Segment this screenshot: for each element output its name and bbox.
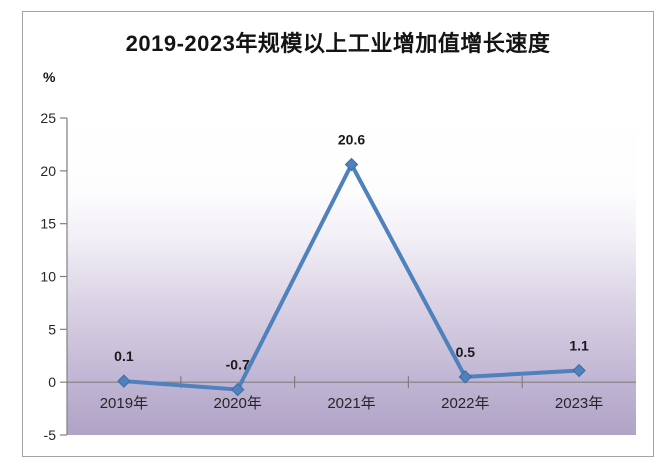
y-axis-unit-label: % — [43, 69, 56, 85]
data-point-label: 0.1 — [114, 348, 134, 364]
y-axis-tick-label: 10 — [40, 269, 56, 285]
y-axis-tick-label: 20 — [40, 163, 56, 179]
chart-frame: 2019-2023年规模以上工业增加值增长速度 % 25 20 15 10 5 0 -5 20… — [22, 11, 654, 457]
x-axis-category-label: 2023年 — [555, 395, 603, 412]
line-chart-plot: 25 20 15 10 5 0 -5 2019年 2020年 2021年 2022年 2023年 0.1… — [40, 110, 636, 443]
x-axis-category-label: 2021年 — [327, 395, 375, 412]
y-axis-tick-label: 5 — [48, 321, 56, 337]
x-axis-category-label: 2020年 — [214, 395, 262, 412]
data-point-marker — [344, 157, 359, 172]
data-point-marker — [572, 363, 586, 378]
y-axis-tick-label: 0 — [48, 374, 56, 390]
data-point-marker — [230, 382, 245, 397]
data-point-label: 0.5 — [456, 344, 476, 360]
y-axis-tick-label: 15 — [40, 216, 56, 232]
x-axis-category-label: 2019年 — [100, 395, 148, 412]
x-axis-category-label: 2022年 — [441, 395, 489, 412]
data-point-marker — [117, 374, 131, 388]
data-point-marker — [458, 370, 473, 384]
data-point-label: 20.6 — [338, 131, 365, 147]
data-point-label: 1.1 — [569, 338, 589, 354]
data-point-label: -0.7 — [226, 357, 250, 373]
y-axis-tick-label: 25 — [40, 110, 56, 126]
y-axis-tick-label: -5 — [44, 427, 57, 443]
chart-title: 2019-2023年规模以上工业增加值增长速度 — [125, 31, 551, 56]
